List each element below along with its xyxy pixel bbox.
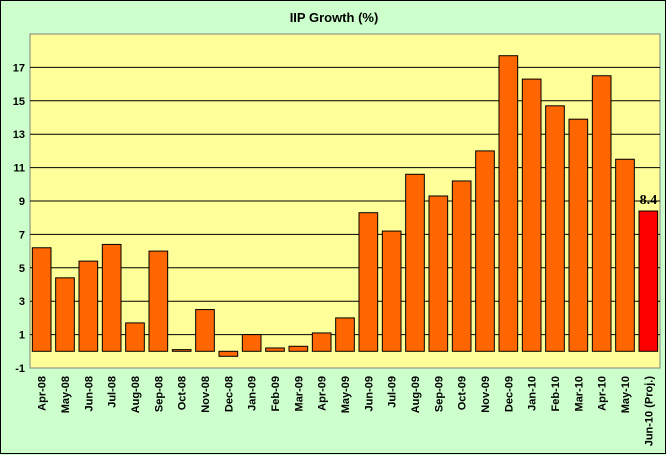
x-tick-label: Dec-09 bbox=[503, 376, 515, 412]
bar-apr-08 bbox=[31, 247, 52, 352]
y-tick-label: 13 bbox=[13, 129, 25, 141]
x-tick-label: Sep-08 bbox=[153, 376, 165, 412]
x-tick-label: Oct-09 bbox=[457, 376, 469, 410]
chart-title: IIP Growth (%) bbox=[290, 10, 379, 25]
x-tick-label: Apr-10 bbox=[597, 376, 609, 411]
x-tick-label: May-10 bbox=[620, 376, 632, 413]
bar-sep-08 bbox=[148, 250, 169, 352]
bar-dec-09 bbox=[498, 55, 519, 352]
bar-jul-09 bbox=[381, 230, 402, 352]
y-tick-label: 9 bbox=[19, 196, 25, 208]
bar-aug-08 bbox=[125, 322, 145, 352]
bar-feb-10 bbox=[545, 105, 565, 352]
x-tick-label: Apr-09 bbox=[317, 376, 329, 411]
bar-jan-10 bbox=[521, 78, 542, 352]
bar-dec-08 bbox=[218, 350, 239, 357]
x-tick-label: Jun-08 bbox=[83, 376, 95, 411]
x-tick-label: Dec-08 bbox=[223, 376, 235, 412]
x-tick-label: Sep-09 bbox=[433, 376, 445, 412]
x-tick-label: Jun-09 bbox=[363, 376, 375, 411]
data-label: 8.4 bbox=[640, 193, 658, 208]
bar-sep-09 bbox=[428, 195, 449, 352]
bar-may-09 bbox=[335, 317, 355, 352]
bar-may-10 bbox=[615, 158, 635, 352]
y-tick-label: 5 bbox=[19, 263, 25, 275]
y-tick-label: -1 bbox=[15, 363, 25, 375]
bar-mar-10 bbox=[568, 118, 589, 352]
bar-jun-09 bbox=[358, 212, 379, 352]
x-axis-ticks: Apr-08 May-08 Jun-08 Jul-08 Aug-08 Sep-08 Oct-… bbox=[37, 376, 656, 447]
x-tick-label: Jan-10 bbox=[527, 376, 539, 411]
bar-aug-09 bbox=[405, 173, 425, 352]
x-tick-label: Mar-09 bbox=[293, 376, 305, 411]
bar-jul-08 bbox=[101, 243, 122, 352]
x-tick-label: Feb-09 bbox=[270, 376, 282, 411]
x-tick-label: Jun-10 (Proj.) bbox=[643, 376, 655, 447]
bar-jun-10-proj bbox=[638, 210, 659, 352]
bar-apr-09 bbox=[311, 332, 332, 352]
bar-oct-08 bbox=[171, 349, 192, 352]
bar-nov-09 bbox=[475, 150, 495, 352]
x-tick-label: Nov-08 bbox=[200, 376, 212, 413]
y-tick-label: 11 bbox=[13, 163, 25, 175]
bar-nov-08 bbox=[195, 309, 215, 352]
x-tick-label: Apr-08 bbox=[37, 376, 49, 411]
x-tick-label: Jul-08 bbox=[107, 376, 119, 408]
bar-jan-09 bbox=[241, 334, 262, 352]
x-tick-label: Jan-09 bbox=[247, 376, 259, 411]
bar-may-08 bbox=[55, 277, 75, 352]
x-tick-label: Jul-09 bbox=[387, 376, 399, 408]
bar-oct-09 bbox=[451, 180, 472, 352]
x-tick-label: Aug-08 bbox=[130, 376, 142, 413]
bar-feb-09 bbox=[265, 347, 285, 352]
x-tick-label: Aug-09 bbox=[410, 376, 422, 413]
y-tick-label: 7 bbox=[19, 229, 25, 241]
bar-jun-08 bbox=[78, 260, 99, 352]
bars bbox=[31, 55, 659, 357]
y-tick-label: 3 bbox=[19, 296, 25, 308]
x-tick-label: Mar-10 bbox=[573, 376, 585, 411]
y-tick-label: 1 bbox=[19, 330, 25, 342]
bar-apr-10 bbox=[591, 75, 612, 352]
x-tick-label: Feb-10 bbox=[550, 376, 562, 411]
x-tick-label: Nov-09 bbox=[480, 376, 492, 413]
x-tick-label: Oct-08 bbox=[177, 376, 189, 410]
y-tick-label: 17 bbox=[13, 62, 25, 74]
x-tick-label: May-08 bbox=[60, 376, 72, 413]
bar-mar-09 bbox=[288, 345, 309, 352]
data-labels: 8.4 bbox=[640, 193, 658, 208]
x-tick-label: May-09 bbox=[340, 376, 352, 413]
y-tick-label: 15 bbox=[13, 96, 25, 108]
